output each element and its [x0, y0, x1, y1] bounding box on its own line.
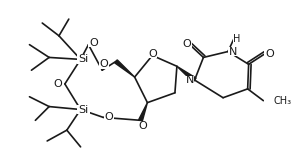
Text: Si: Si	[78, 104, 89, 114]
Text: O: O	[54, 79, 62, 89]
FancyBboxPatch shape	[185, 76, 194, 84]
FancyBboxPatch shape	[77, 54, 91, 64]
Text: O: O	[265, 49, 274, 59]
FancyBboxPatch shape	[104, 113, 114, 122]
Text: O: O	[148, 49, 157, 59]
FancyBboxPatch shape	[53, 80, 63, 88]
FancyBboxPatch shape	[138, 122, 147, 131]
Text: N: N	[229, 47, 237, 57]
FancyBboxPatch shape	[77, 105, 91, 114]
FancyBboxPatch shape	[264, 49, 274, 58]
Text: O: O	[138, 121, 147, 131]
FancyBboxPatch shape	[264, 96, 282, 105]
FancyBboxPatch shape	[147, 49, 157, 58]
FancyBboxPatch shape	[233, 35, 240, 43]
Text: H: H	[233, 34, 240, 44]
Polygon shape	[115, 60, 135, 77]
FancyBboxPatch shape	[228, 47, 237, 56]
Text: N: N	[186, 75, 194, 85]
Polygon shape	[139, 103, 147, 121]
Text: O: O	[89, 38, 98, 48]
Text: O: O	[100, 59, 108, 69]
Text: O: O	[182, 39, 191, 49]
Text: CH₃: CH₃	[273, 96, 291, 106]
Text: Si: Si	[78, 54, 89, 64]
Text: O: O	[105, 112, 113, 122]
Polygon shape	[177, 66, 196, 82]
FancyBboxPatch shape	[88, 38, 98, 47]
FancyBboxPatch shape	[99, 60, 109, 69]
FancyBboxPatch shape	[182, 39, 192, 48]
